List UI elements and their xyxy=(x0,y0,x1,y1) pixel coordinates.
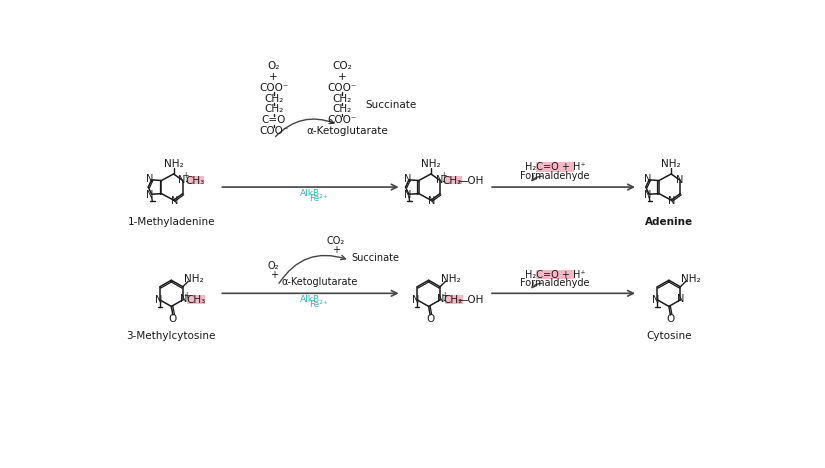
Text: +: + xyxy=(269,72,278,82)
Text: CH₃: CH₃ xyxy=(186,295,205,305)
Text: O: O xyxy=(426,314,434,324)
Text: CH₂: CH₂ xyxy=(444,295,463,305)
Text: COO⁻: COO⁻ xyxy=(259,126,288,136)
Text: CH₂: CH₂ xyxy=(332,104,351,114)
Text: α-Ketoglutarate: α-Ketoglutarate xyxy=(281,277,358,287)
Text: —OH: —OH xyxy=(457,176,483,185)
Text: N: N xyxy=(437,294,445,304)
Text: +: + xyxy=(337,72,346,82)
Text: N: N xyxy=(644,190,651,200)
Text: N: N xyxy=(412,295,419,305)
Text: CO₂: CO₂ xyxy=(332,61,351,71)
Text: O₂: O₂ xyxy=(268,261,280,271)
Bar xyxy=(444,176,462,184)
Text: N: N xyxy=(668,196,676,206)
Text: H₂C=O + H⁺: H₂C=O + H⁺ xyxy=(525,270,585,280)
Text: CH₂: CH₂ xyxy=(332,94,351,103)
Text: COO⁻: COO⁻ xyxy=(259,83,288,93)
Text: +: + xyxy=(183,291,190,300)
Text: AlkB: AlkB xyxy=(300,189,320,197)
Bar xyxy=(187,295,205,304)
Text: N: N xyxy=(146,174,153,184)
Text: NH₂: NH₂ xyxy=(441,274,460,284)
Text: —OH: —OH xyxy=(458,295,484,305)
Bar xyxy=(535,270,574,279)
Text: H₂C=O + H⁺: H₂C=O + H⁺ xyxy=(525,162,585,172)
Text: N: N xyxy=(178,175,186,185)
Text: Succinate: Succinate xyxy=(365,101,417,110)
Text: +: + xyxy=(270,270,278,280)
Text: Formaldehyde: Formaldehyde xyxy=(521,278,590,288)
Text: O₂: O₂ xyxy=(267,61,280,71)
Text: N: N xyxy=(436,175,443,185)
Bar xyxy=(186,176,205,184)
Text: NH₂: NH₂ xyxy=(421,159,441,169)
FancyArrowPatch shape xyxy=(279,256,346,283)
Text: N: N xyxy=(154,295,162,305)
FancyArrowPatch shape xyxy=(532,283,542,288)
Text: N: N xyxy=(677,294,685,304)
Text: C=O: C=O xyxy=(262,115,285,125)
Text: CH₃: CH₃ xyxy=(186,176,205,185)
Text: COO⁻: COO⁻ xyxy=(328,115,356,125)
Text: NH₂: NH₂ xyxy=(184,274,204,284)
Text: CH₂: CH₂ xyxy=(443,176,462,185)
Text: Cytosine: Cytosine xyxy=(646,331,691,341)
Text: Formaldehyde: Formaldehyde xyxy=(521,170,590,181)
Text: N: N xyxy=(403,190,411,200)
Text: +: + xyxy=(441,291,447,300)
Text: NH₂: NH₂ xyxy=(662,159,681,169)
Text: N: N xyxy=(428,196,436,206)
Text: O: O xyxy=(667,314,675,324)
Text: COO⁻: COO⁻ xyxy=(328,83,356,93)
Text: α-Ketoglutarate: α-Ketoglutarate xyxy=(306,126,388,136)
Text: +: + xyxy=(332,245,340,255)
Text: Adenine: Adenine xyxy=(645,218,693,227)
FancyArrowPatch shape xyxy=(276,119,334,137)
Text: 1-Methyladenine: 1-Methyladenine xyxy=(128,218,215,227)
Text: N: N xyxy=(146,190,153,200)
Text: N: N xyxy=(644,174,651,184)
FancyArrowPatch shape xyxy=(532,176,542,181)
Bar xyxy=(445,295,463,304)
Text: N: N xyxy=(403,174,411,184)
Bar xyxy=(535,162,574,172)
Text: Fe²⁺: Fe²⁺ xyxy=(309,194,328,203)
Text: AlkB: AlkB xyxy=(300,295,320,304)
Text: CH₂: CH₂ xyxy=(264,104,283,114)
Text: N: N xyxy=(180,294,187,304)
Text: +: + xyxy=(182,171,189,180)
Text: Succinate: Succinate xyxy=(351,253,399,263)
Text: +: + xyxy=(440,171,446,180)
Text: 3-Methylcytosine: 3-Methylcytosine xyxy=(127,331,216,341)
Text: NH₂: NH₂ xyxy=(164,159,183,169)
Text: N: N xyxy=(676,175,683,185)
Text: Fe²⁺: Fe²⁺ xyxy=(309,300,328,309)
Text: NH₂: NH₂ xyxy=(681,274,701,284)
Text: CO₂: CO₂ xyxy=(327,236,345,246)
Text: CH₂: CH₂ xyxy=(264,94,283,103)
Text: N: N xyxy=(171,196,178,206)
Text: N: N xyxy=(653,295,659,305)
Text: O: O xyxy=(169,314,177,324)
